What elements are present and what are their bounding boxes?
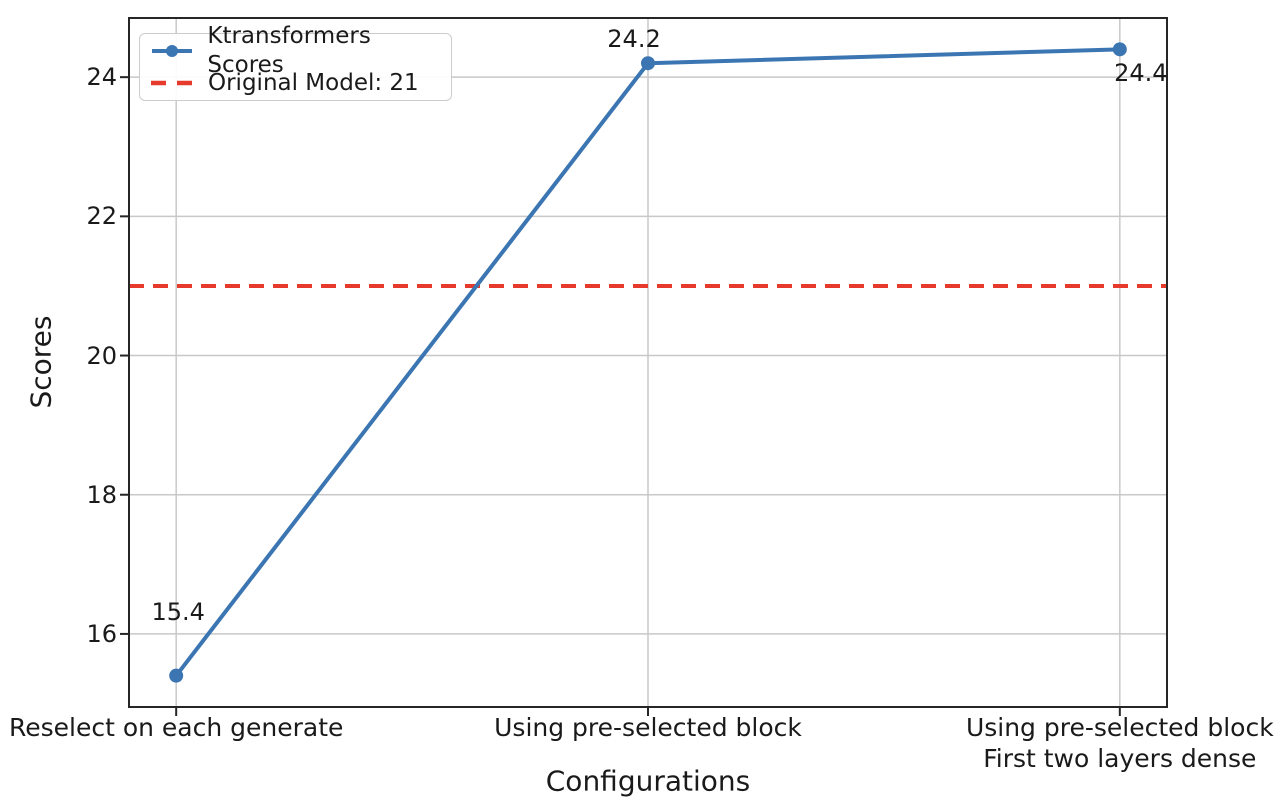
point-label: 24.2	[607, 25, 661, 54]
x-tick-label: Reselect on each generate	[8, 713, 344, 742]
data-point-marker	[641, 56, 655, 71]
point-label: 24.4	[1114, 59, 1168, 88]
data-point-marker	[169, 668, 184, 683]
y-tick-label: 22	[86, 202, 117, 231]
data-point-marker	[1112, 42, 1127, 57]
y-tick-label: 20	[86, 341, 117, 370]
legend-item-reference: Original Model: 21	[150, 69, 451, 98]
legend-label-reference: Original Model: 21	[208, 69, 419, 96]
x-tick-label: Using pre-selected block First two layer…	[965, 713, 1274, 773]
reference-dashed-line-swatch-icon	[151, 80, 193, 86]
point-label: 15.4	[151, 597, 205, 626]
y-tick-label: 24	[86, 63, 117, 92]
x-tick-label: Using pre-selected block	[494, 713, 802, 742]
x-axis-label: Configurations	[545, 764, 751, 798]
legend-label-series: Ktransformers Scores	[207, 23, 371, 78]
y-tick-label: 16	[86, 619, 117, 648]
series-line-swatch-icon	[152, 45, 192, 57]
y-tick-label: 18	[86, 480, 117, 509]
legend-item-series: Ktransformers Scores	[150, 23, 451, 78]
legend: Ktransformers Scores Original Model: 21	[139, 23, 452, 101]
